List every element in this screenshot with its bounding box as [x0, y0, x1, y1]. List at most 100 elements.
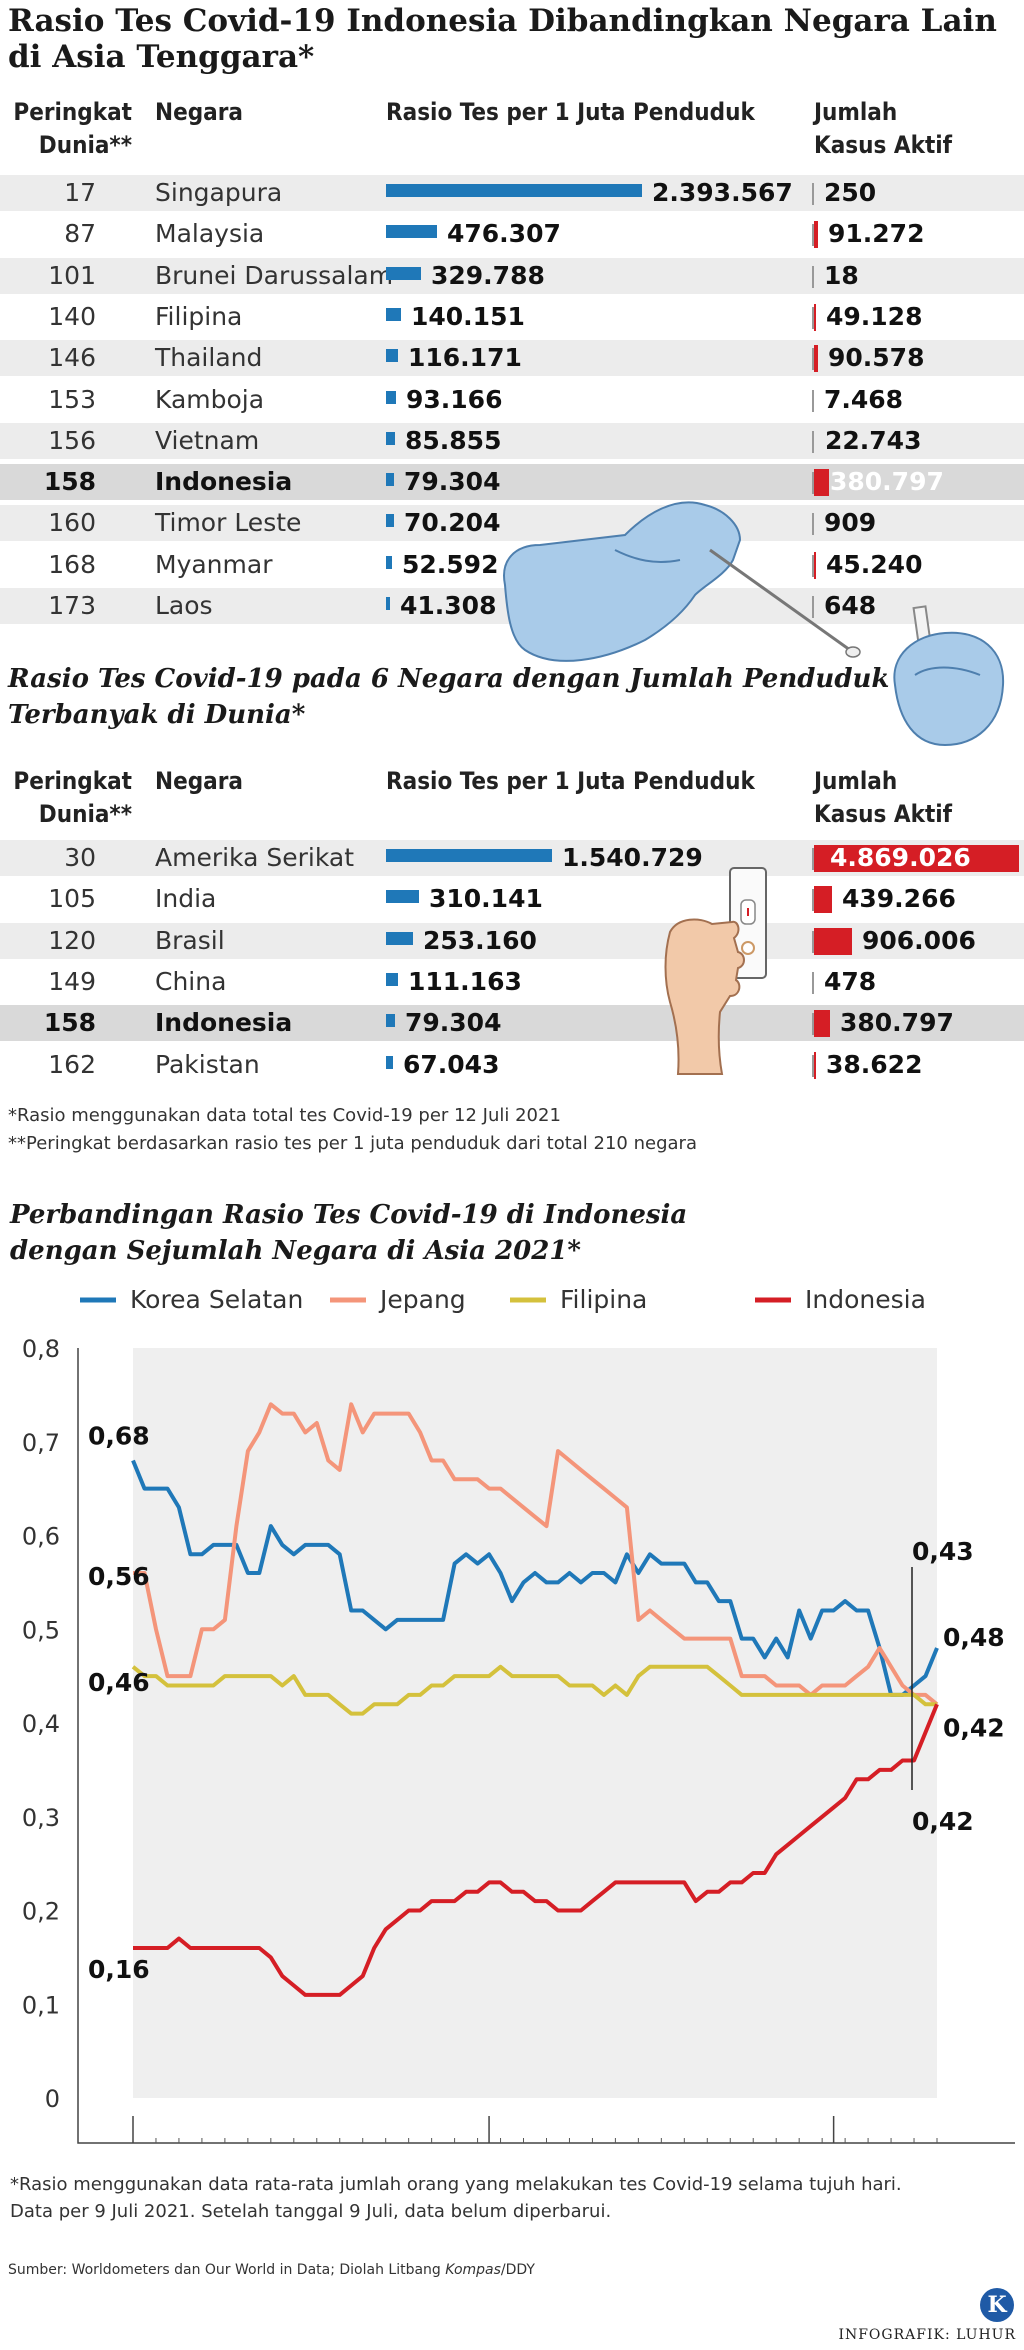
cases-bar — [814, 1010, 830, 1038]
table1-title-line1: Rasio Tes Covid-19 Indonesia Dibandingka… — [8, 3, 997, 39]
ratio-value: 310.141 — [429, 884, 543, 914]
ratio-value: 52.592 — [402, 549, 499, 579]
ratio-value: 329.788 — [431, 260, 545, 290]
cases-separator — [812, 971, 814, 994]
cases-value: 91.272 — [828, 219, 925, 249]
rank-cell: 160 — [48, 508, 96, 538]
table-row: 101 Brunei Darussalam 329.788 18 — [0, 257, 1024, 294]
ratio-bar — [386, 1014, 395, 1028]
rank-cell: 156 — [48, 425, 96, 455]
t2-header-country: Negara — [155, 767, 243, 795]
ratio-bar — [386, 184, 642, 197]
chart-title-line2: dengan Sejumlah Negara di Asia 2021* — [10, 1236, 582, 1266]
tube-illustration — [893, 605, 1005, 747]
rank-cell: 17 — [64, 178, 96, 207]
rank-cell: 168 — [48, 549, 96, 579]
t2-header-cases-line2: Kasus Aktif — [814, 800, 953, 828]
table2-title-line2: Terbanyak di Dunia* — [8, 700, 306, 730]
country-cell: Brunei Darussalam — [155, 260, 394, 290]
rank-cell: 120 — [48, 925, 96, 955]
ratio-bar — [386, 931, 413, 945]
table-row: 105 India 310.141 439.266 — [0, 881, 1024, 917]
t2-header-rank: Peringkat Dunia** — [0, 765, 132, 831]
t1-header-cases-line1: Jumlah — [814, 98, 898, 126]
table-row: 149 China 111.163 478 — [0, 964, 1024, 1000]
series-line-korea-selatan — [131, 1459, 939, 1697]
cases-value: 380.797 — [830, 467, 944, 497]
rank-cell: 173 — [48, 591, 96, 620]
rank-cell: 149 — [48, 966, 96, 996]
country-cell: Filipina — [155, 301, 243, 331]
legend-label: Korea Selatan — [130, 1285, 303, 1314]
cases-value: 906.006 — [862, 925, 976, 955]
country-cell: Indonesia — [155, 1008, 293, 1038]
cases-bar — [814, 345, 818, 373]
y-tick-label: 0,5 — [22, 1616, 60, 1644]
annotation-philippines-start: 0,46 — [88, 1668, 150, 1697]
note-rank: **Peringkat berdasarkan rasio tes per 1 … — [8, 1133, 697, 1154]
cases-bar — [814, 551, 816, 579]
ratio-bar — [386, 1055, 393, 1069]
plot-axes — [77, 1348, 1015, 2144]
table-row: 153 Kamboja 93.166 7.468 — [0, 382, 1024, 418]
infographic-credit: INFOGRAFIK: LUHUR — [838, 2327, 1016, 2343]
ratio-value: 79.304 — [404, 467, 501, 497]
cases-value: 4.869.026 — [830, 843, 971, 872]
t1-header-cases-line2: Kasus Aktif — [814, 131, 953, 159]
y-tick-label: 0,3 — [22, 1804, 60, 1832]
table-row: 146 Thailand 116.171 90.578 — [0, 340, 1024, 377]
cases-separator — [812, 513, 814, 536]
t1-header-cases: Jumlah Kasus Aktif — [814, 96, 952, 162]
cases-separator — [812, 472, 814, 495]
country-cell: Thailand — [155, 343, 263, 373]
cases-separator — [812, 348, 814, 371]
cases-bar — [814, 927, 852, 955]
cases-value: 380.797 — [840, 1008, 954, 1038]
cases-separator — [812, 224, 814, 247]
country-cell: Indonesia — [155, 467, 293, 497]
cases-separator — [812, 930, 814, 953]
table2-title-line1: Rasio Tes Covid-19 pada 6 Negara dengan … — [8, 664, 890, 694]
annotation-japan-start: 0,56 — [88, 1562, 150, 1591]
annotation-indonesia-end: 0,42 — [912, 1807, 974, 1836]
rank-cell: 30 — [64, 843, 96, 872]
ratio-value: 1.540.729 — [562, 843, 703, 872]
country-cell: Vietnam — [155, 425, 260, 455]
glove-swab-illustration — [503, 501, 861, 662]
ratio-value: 93.166 — [406, 384, 503, 414]
cases-separator — [812, 183, 814, 205]
source-prefix: Sumber: Worldometers dan Our World in Da… — [8, 2262, 446, 2278]
t2-header-cases: Jumlah Kasus Aktif — [814, 765, 952, 831]
cases-value: 49.128 — [826, 301, 923, 331]
table-row: 160 Timor Leste 70.204 909 — [0, 505, 1024, 542]
source-suffix: /DDY — [500, 2262, 535, 2278]
table-row: 17 Singapura 2.393.567 250 — [0, 175, 1024, 211]
rank-cell: 101 — [48, 260, 96, 290]
cases-value: 45.240 — [826, 549, 923, 579]
rank-cell: 153 — [48, 384, 96, 414]
country-cell: Laos — [155, 591, 213, 620]
t2-header-rank-line2: Dunia** — [38, 800, 132, 828]
plot-shade — [133, 1348, 937, 2098]
country-cell: Malaysia — [155, 219, 265, 249]
t1-header-ratio: Rasio Tes per 1 Juta Penduduk — [386, 98, 755, 126]
annotation-korea-end: 0,48 — [943, 1623, 1005, 1652]
t1-header-country: Negara — [155, 98, 243, 126]
cases-bar — [814, 303, 816, 331]
t1-header-rank: Peringkat Dunia** — [0, 96, 132, 162]
ratio-bar — [386, 266, 421, 280]
annotation-philippines-end: 0,43 — [912, 1537, 974, 1566]
cases-value: 90.578 — [828, 343, 925, 373]
chart-title-line1: Perbandingan Rasio Tes Covid-19 di Indon… — [10, 1200, 688, 1230]
table1-title-line2: di Asia Tenggara* — [8, 39, 315, 75]
ratio-bar — [386, 555, 392, 569]
cases-bar — [814, 469, 829, 497]
source-publication: Kompas — [445, 2262, 501, 2278]
ratio-value: 140.151 — [411, 301, 525, 331]
legend-label: Filipina — [560, 1285, 647, 1314]
annotation-japan-end: 0,42 — [943, 1713, 1005, 1742]
series-line-filipina — [131, 1664, 937, 1716]
ratio-value: 70.204 — [404, 508, 501, 538]
rank-cell: 158 — [43, 1008, 96, 1038]
annotation-korea-start: 0,68 — [88, 1422, 150, 1451]
